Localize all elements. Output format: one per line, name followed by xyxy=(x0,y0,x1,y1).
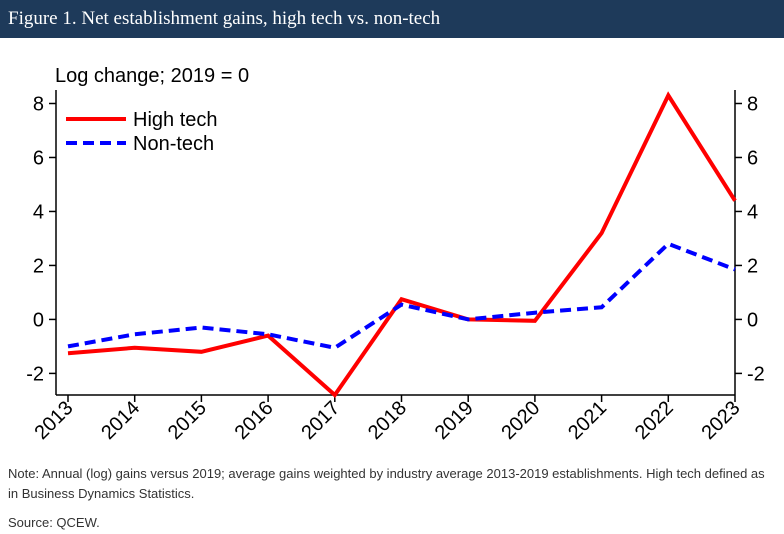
y-tick-label-left: 0 xyxy=(33,309,44,331)
y-tick-label-right: -2 xyxy=(747,363,765,385)
series-layer xyxy=(66,91,737,398)
y-tick-label-right: 2 xyxy=(747,255,758,277)
data-point xyxy=(400,303,404,307)
y-tick-label-right: 0 xyxy=(747,309,758,331)
y-tick-label-right: 4 xyxy=(747,201,758,223)
legend-label: High tech xyxy=(133,109,218,131)
data-point xyxy=(600,231,604,235)
x-tick-label: 2019 xyxy=(431,397,478,444)
data-point xyxy=(333,346,337,350)
y-tick-label-right: 8 xyxy=(747,93,758,115)
data-point xyxy=(733,267,737,271)
data-point xyxy=(533,311,537,315)
y-tick-label-left: 2 xyxy=(33,255,44,277)
legend-label: Non-tech xyxy=(133,133,214,155)
data-point xyxy=(133,346,137,350)
x-tick-label: 2022 xyxy=(631,397,678,444)
data-point xyxy=(66,344,70,348)
x-tick-label: 2015 xyxy=(164,397,211,444)
data-point xyxy=(333,393,337,397)
data-point xyxy=(466,317,470,321)
y-axis-label: Log change; 2019 = 0 xyxy=(55,65,249,87)
data-point xyxy=(266,332,270,336)
y-tick-label-right: 6 xyxy=(747,147,758,169)
x-tick-label: 2014 xyxy=(97,397,144,444)
x-tick-label: 2017 xyxy=(297,397,344,444)
y-tick-label-left: 6 xyxy=(33,147,44,169)
data-point xyxy=(133,332,137,336)
data-point xyxy=(666,242,670,246)
data-point xyxy=(199,326,203,330)
data-point xyxy=(400,297,404,301)
x-tick-label: 2021 xyxy=(564,397,611,444)
data-point xyxy=(533,319,537,323)
series-non-tech xyxy=(66,241,737,350)
data-point xyxy=(600,305,604,309)
figure-title: Figure 1. Net establishment gains, high … xyxy=(8,8,441,29)
series-line xyxy=(67,91,737,398)
x-tick-label: 2023 xyxy=(698,397,745,444)
series-line xyxy=(67,241,736,350)
data-point xyxy=(199,350,203,354)
x-tick-label: 2020 xyxy=(497,397,544,444)
y-tick-label-left: 8 xyxy=(33,93,44,115)
line-chart: Log change; 2019 = 0 8 8 6 6 4 4 2 2 0 0 -2 -2 2013 2… xyxy=(26,65,765,444)
x-tick-label: 2018 xyxy=(364,397,411,444)
data-point xyxy=(66,351,70,355)
chart-source: Source: QCEW. xyxy=(8,515,100,530)
y-tick-label-left: 4 xyxy=(33,201,44,223)
figure-header: Figure 1. Net establishment gains, high … xyxy=(0,0,784,38)
x-tick-label: 2016 xyxy=(231,397,278,444)
series-high-tech xyxy=(66,91,737,398)
y-tick-label-left: -2 xyxy=(26,363,44,385)
data-point xyxy=(733,199,737,203)
x-tick-label: 2013 xyxy=(31,397,78,444)
data-point xyxy=(666,93,670,97)
chart-note: Note: Annual (log) gains versus 2019; av… xyxy=(8,466,765,501)
